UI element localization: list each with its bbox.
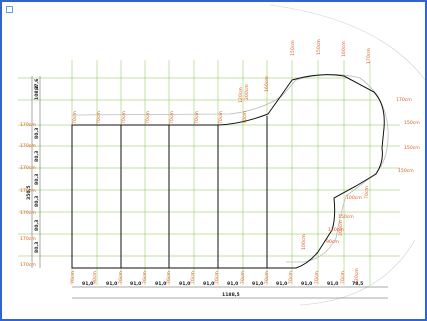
inner-length-label: 70cm <box>364 186 370 199</box>
panel-length-label: 70cm <box>72 111 78 124</box>
right-length-label: 170cm <box>396 97 412 103</box>
bottom-dimension-value: 91,0 <box>301 281 312 287</box>
bottom-length-label: 70cm <box>214 271 220 284</box>
top-length-label: 160cm <box>264 76 270 92</box>
right-length-label: 150cm <box>404 120 420 126</box>
bottom-dimension-value: 91,0 <box>106 281 117 287</box>
right-length-label: 150cm <box>398 168 414 174</box>
bottom-length-label: 70cm <box>340 271 346 284</box>
panel-length-label: 70cm <box>121 111 127 124</box>
bottom-length-label: 90cm <box>92 271 98 284</box>
bottom-dimension-value: 91,0 <box>155 281 166 287</box>
left-dimension-value: 108,2 <box>34 85 40 100</box>
inner-length-label: 120cm <box>328 227 344 233</box>
left-length-label: 170cm <box>20 210 36 216</box>
inner-length-label: 150cm <box>338 214 354 220</box>
left-dimension-value: 80,3 <box>34 220 40 231</box>
panel-length-label: 70cm <box>96 111 102 124</box>
bottom-length-label: 70cm <box>70 271 76 284</box>
left-length-label: 170cm <box>20 143 36 149</box>
left-dimension-value: 97,6 <box>34 79 40 90</box>
inner-length-label: 200cm <box>338 220 344 236</box>
right-length-label: 150cm <box>404 145 420 151</box>
panel-length-label: 70cm <box>194 111 200 124</box>
panel-length-label: 70cm <box>145 111 151 124</box>
bottom-length-label: 70cm <box>314 271 320 284</box>
bottom-length-label: 70cm <box>240 271 246 284</box>
top-length-label: 160cm <box>341 41 347 57</box>
bottom-length-label: 70cm <box>118 271 124 284</box>
left-total-dimension: 350,5 <box>26 185 32 200</box>
bottom-dimension-value: 91,0 <box>179 281 190 287</box>
reference-arc <box>269 4 426 81</box>
bottom-dimension-value: 78,5 <box>352 281 363 287</box>
panel-length-label: 70cm <box>218 111 224 124</box>
panel-length-label: 70cm <box>242 111 248 124</box>
bottom-length-label: 70cm <box>166 271 172 284</box>
left-dimension-value: 80,3 <box>34 128 40 139</box>
left-length-label: 170cm <box>20 165 36 171</box>
bottom-length-label: 70cm <box>288 271 294 284</box>
inner-length-label: 100cm <box>346 195 362 201</box>
inner-length-label: 90cm <box>326 239 339 245</box>
top-length-label: 150cm <box>316 39 322 55</box>
top-length-label: 200cm <box>244 84 250 100</box>
bottom-dimension-value: 91,0 <box>82 281 93 287</box>
panel-length-label: 70cm <box>169 111 175 124</box>
bottom-dimension-value: 91,0 <box>327 281 338 287</box>
inner-length-label: 100cm <box>301 234 307 250</box>
frame-corner-marker <box>6 6 13 13</box>
bottom-dimension-value: 91,0 <box>227 281 238 287</box>
bottom-length-label: 70cm <box>142 271 148 284</box>
bottom-length-label: 120cm <box>354 268 360 284</box>
bottom-dimension-value: 91,0 <box>130 281 141 287</box>
left-dimension-value: 80,3 <box>34 174 40 185</box>
bottom-dimension-value: 91,0 <box>276 281 287 287</box>
bottom-dimension-value: 91,0 <box>252 281 263 287</box>
left-dimension-value: 80,3 <box>34 242 40 253</box>
reference-arc <box>299 239 416 306</box>
left-dimension-value: 80,3 <box>34 196 40 207</box>
left-length-label: 170cm <box>20 236 36 242</box>
bottom-length-label: 70cm <box>264 271 270 284</box>
bottom-dimension-value: 91,0 <box>203 281 214 287</box>
left-dimension-value: 80,3 <box>34 151 40 162</box>
left-length-label: 170cm <box>20 188 36 194</box>
top-length-label: 170cm <box>366 48 372 64</box>
top-length-label: 120cm <box>238 87 244 103</box>
bottom-length-label: 70cm <box>190 271 196 284</box>
total-length-dimension: 1188,5 <box>222 292 240 298</box>
left-length-label: 170cm <box>20 262 36 268</box>
offset-outline <box>71 74 389 263</box>
top-length-label: 150cm <box>290 40 296 56</box>
pool-outline <box>71 74 385 269</box>
green-grid <box>18 60 400 285</box>
left-length-label: 170cm <box>20 122 36 128</box>
